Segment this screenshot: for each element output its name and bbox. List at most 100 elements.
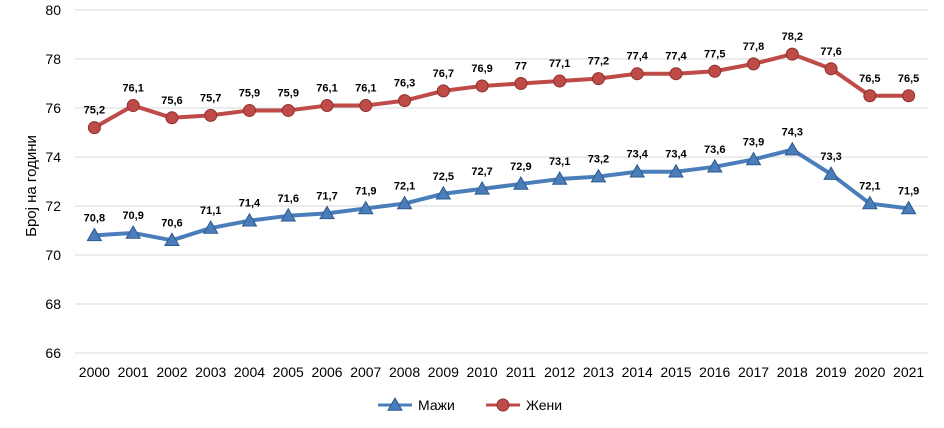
data-label: 75,6 [161, 95, 182, 107]
data-point [514, 77, 528, 90]
data-point [396, 195, 413, 210]
data-label: 77 [515, 61, 527, 73]
data-point [863, 89, 877, 103]
data-point [435, 185, 452, 200]
x-tick-label: 2005 [273, 364, 304, 380]
data-label: 76,9 [471, 63, 492, 75]
data-label: 77,5 [704, 48, 725, 60]
data-point [357, 200, 374, 215]
x-tick-label: 2011 [506, 364, 536, 380]
y-tick-label: 68 [45, 296, 61, 312]
x-tick-label: 2006 [311, 364, 342, 380]
data-label: 77,6 [820, 46, 841, 58]
data-point [513, 175, 529, 190]
y-tick-label: 72 [45, 198, 61, 214]
x-tick-label: 2003 [195, 364, 226, 380]
legend-marker [387, 396, 403, 411]
y-tick-label: 80 [45, 2, 61, 18]
data-label: 73,6 [704, 144, 725, 156]
data-point [902, 89, 916, 103]
data-label: 75,2 [84, 105, 105, 117]
data-label: 76,7 [433, 68, 454, 80]
y-tick-label: 70 [45, 247, 61, 263]
data-label: 72,1 [859, 181, 880, 193]
data-point [823, 166, 839, 180]
data-label: 77,8 [743, 41, 764, 53]
data-point [630, 67, 644, 81]
x-tick-label: 2016 [699, 364, 730, 380]
y-tick-label: 66 [45, 345, 61, 361]
y-tick-label: 74 [45, 149, 61, 165]
x-tick-label: 2020 [854, 364, 885, 380]
data-point [900, 200, 917, 215]
y-tick-label: 76 [45, 100, 61, 116]
data-label: 76,5 [859, 73, 880, 85]
data-point [745, 151, 762, 166]
data-point [241, 212, 258, 227]
data-label: 72,9 [510, 161, 531, 173]
y-tick-label: 78 [45, 51, 61, 67]
data-label: 73,4 [626, 149, 648, 161]
legend-label: Мажи [418, 397, 455, 413]
x-tick-label: 2012 [544, 364, 575, 380]
data-point [708, 64, 722, 78]
data-label: 76,1 [316, 83, 337, 95]
data-label: 70,6 [161, 217, 182, 229]
data-point [551, 171, 568, 185]
data-label: 70,8 [84, 212, 105, 224]
data-point [824, 62, 838, 76]
data-point [320, 99, 334, 113]
x-tick-label: 2004 [234, 364, 265, 380]
data-label: 76,3 [394, 78, 415, 90]
y-axis-label: Број на години [23, 135, 40, 237]
y-axis-ticks: 66 68 70 72 74 76 78 80 [45, 2, 61, 361]
data-point [281, 103, 295, 117]
x-axis-ticks: 2000 2001 2002 2003 2004 2005 2006 2007 2008 2009… [79, 364, 925, 380]
legend-item-2: Жени [486, 397, 562, 413]
series-1: 70,8 70,9 70,6 71,1 71,4 71,6 71,7 71,9 72,1 72,5… [84, 127, 919, 247]
data-point [436, 84, 450, 98]
x-tick-label: 2021 [893, 364, 924, 380]
data-point [86, 227, 103, 242]
data-label: 78,2 [782, 31, 803, 43]
data-point [164, 232, 180, 247]
data-label: 77,4 [626, 51, 648, 63]
data-label: 76,1 [355, 83, 376, 95]
x-tick-label: 2019 [815, 364, 846, 380]
data-label: 70,9 [122, 210, 143, 222]
data-label: 75,9 [278, 87, 299, 99]
x-tick-label: 2013 [583, 364, 614, 380]
data-point [319, 205, 335, 220]
data-point [87, 121, 101, 135]
data-label: 74,3 [782, 127, 803, 139]
data-point [553, 74, 567, 88]
data-label: 75,9 [239, 87, 260, 99]
series-line [93, 52, 909, 130]
data-label: 71,9 [898, 185, 919, 197]
data-label: 71,4 [239, 198, 261, 210]
data-label: 73,2 [588, 154, 609, 166]
data-point [785, 47, 799, 61]
data-label: 77,2 [588, 56, 609, 68]
data-label: 71,9 [355, 185, 376, 197]
data-label: 76,5 [898, 73, 919, 85]
series-2: 75,2 76,1 75,6 75,7 75,9 75,9 76,1 76,1 76,3 76,7… [84, 31, 919, 135]
data-label: 75,7 [200, 92, 221, 104]
x-tick-label: 2017 [738, 364, 769, 380]
data-point [242, 103, 256, 117]
data-label: 72,5 [433, 171, 454, 183]
data-label: 76,1 [122, 83, 143, 95]
x-tick-label: 2009 [428, 364, 459, 380]
data-point [706, 158, 723, 173]
x-tick-label: 2000 [79, 364, 110, 380]
legend-marker [496, 398, 510, 412]
data-label: 73,4 [665, 149, 687, 161]
data-label: 77,4 [665, 51, 687, 63]
data-point [668, 163, 684, 178]
data-point [359, 99, 373, 113]
x-tick-label: 2001 [118, 364, 149, 380]
data-point [747, 57, 761, 71]
x-tick-label: 2002 [156, 364, 187, 380]
x-tick-label: 2010 [467, 364, 498, 380]
data-label: 73,3 [820, 151, 841, 163]
